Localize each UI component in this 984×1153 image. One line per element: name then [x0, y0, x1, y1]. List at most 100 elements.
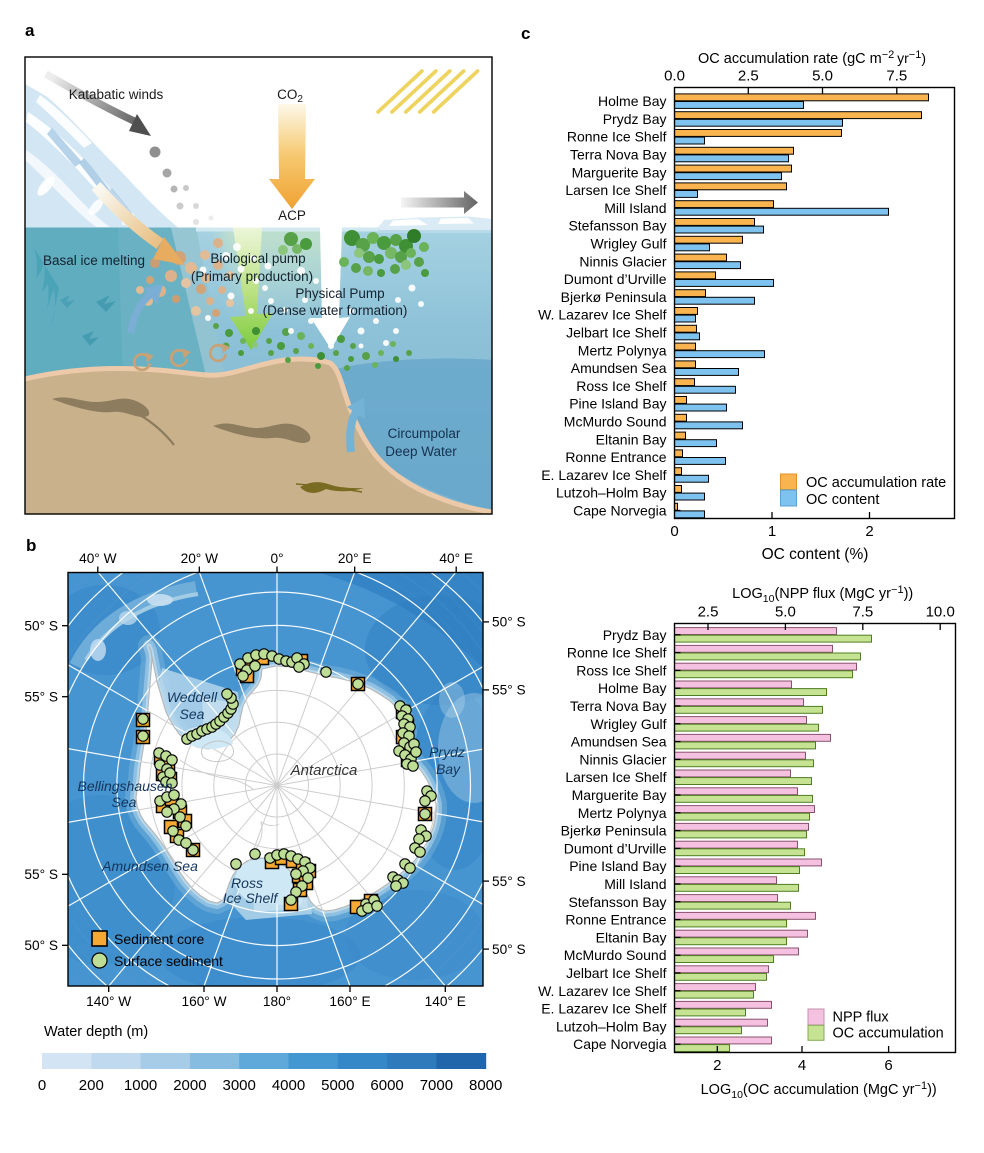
svg-text:8000: 8000	[469, 1077, 502, 1094]
svg-text:Larsen Ice Shelf: Larsen Ice Shelf	[565, 182, 666, 198]
svg-text:Amundsen Sea: Amundsen Sea	[571, 734, 667, 750]
svg-text:LOG10(NPP flux (MgC yr−1)): LOG10(NPP flux (MgC yr−1))	[732, 584, 913, 605]
svg-text:Ronne Ice Shelf: Ronne Ice Shelf	[567, 129, 667, 145]
svg-text:Cape Norvegia: Cape Norvegia	[573, 1036, 667, 1052]
svg-text:NPP flux: NPP flux	[833, 1010, 890, 1026]
svg-text:(Dense water formation): (Dense water formation)	[263, 303, 408, 318]
svg-text:b: b	[26, 536, 36, 555]
svg-text:6: 6	[884, 1057, 892, 1074]
svg-text:Surface sediment: Surface sediment	[114, 953, 223, 969]
svg-text:Mill Island: Mill Island	[604, 200, 666, 216]
svg-text:Bjerkø Peninsula: Bjerkø Peninsula	[561, 823, 667, 839]
svg-text:Ross: Ross	[231, 875, 263, 891]
svg-text:Bellingshausen: Bellingshausen	[78, 778, 173, 794]
svg-text:3000: 3000	[223, 1077, 256, 1094]
svg-text:Prydz Bay: Prydz Bay	[603, 111, 667, 127]
svg-text:Terra Nova Bay: Terra Nova Bay	[570, 698, 666, 714]
svg-text:55° S: 55° S	[492, 683, 526, 698]
svg-text:Wrigley Gulf: Wrigley Gulf	[591, 236, 667, 252]
svg-text:OC content: OC content	[806, 492, 879, 508]
svg-text:Ice Shelf: Ice Shelf	[223, 890, 280, 906]
svg-text:Weddell: Weddell	[167, 689, 218, 705]
svg-text:0: 0	[38, 1077, 46, 1094]
svg-text:Pine Island Bay: Pine Island Bay	[569, 858, 666, 874]
svg-text:180°: 180°	[263, 994, 291, 1009]
svg-text:Eltanin Bay: Eltanin Bay	[596, 431, 667, 447]
svg-text:OC accumulation rate: OC accumulation rate	[806, 475, 946, 491]
svg-text:Biological pump: Biological pump	[210, 251, 305, 266]
svg-text:McMurdo Sound: McMurdo Sound	[564, 947, 667, 963]
svg-text:Water depth (m): Water depth (m)	[44, 1024, 148, 1040]
svg-text:Mertz Polynya: Mertz Polynya	[578, 805, 667, 821]
svg-text:0: 0	[670, 523, 678, 540]
svg-text:CO2: CO2	[277, 87, 303, 105]
svg-text:160° E: 160° E	[329, 994, 370, 1009]
svg-text:2: 2	[865, 523, 873, 540]
svg-text:7000: 7000	[420, 1077, 453, 1094]
svg-text:Prydz: Prydz	[429, 744, 465, 760]
svg-text:Bay: Bay	[436, 761, 461, 777]
svg-text:55° S: 55° S	[24, 689, 58, 704]
svg-text:50° S: 50° S	[492, 942, 526, 957]
svg-text:40° W: 40° W	[79, 551, 117, 566]
svg-text:2.5: 2.5	[738, 68, 759, 85]
svg-text:Ronne Ice Shelf: Ronne Ice Shelf	[567, 645, 667, 661]
svg-text:Antarctica: Antarctica	[290, 762, 358, 779]
svg-text:Pine Island Bay: Pine Island Bay	[569, 396, 666, 412]
svg-text:a: a	[25, 21, 35, 40]
svg-text:Katabatic winds: Katabatic winds	[69, 87, 164, 102]
svg-text:55° S: 55° S	[24, 867, 58, 882]
svg-text:Sediment core: Sediment core	[114, 931, 204, 947]
svg-text:50° S: 50° S	[24, 938, 58, 953]
svg-text:1000: 1000	[124, 1077, 157, 1094]
svg-text:Basal ice melting: Basal ice melting	[43, 253, 145, 268]
svg-text:Ronne Entrance: Ronne Entrance	[565, 912, 666, 928]
svg-text:55° S: 55° S	[492, 874, 526, 889]
svg-text:Terra Nova Bay: Terra Nova Bay	[570, 147, 666, 163]
svg-text:7.5: 7.5	[886, 68, 907, 85]
svg-text:Holme Bay: Holme Bay	[598, 680, 666, 696]
svg-text:Amundsen Sea: Amundsen Sea	[571, 360, 667, 376]
svg-text:Deep Water: Deep Water	[385, 444, 457, 459]
svg-text:20° E: 20° E	[338, 551, 372, 566]
svg-text:40° E: 40° E	[439, 551, 473, 566]
svg-text:7.5: 7.5	[852, 604, 873, 621]
svg-text:Ninnis Glacier: Ninnis Glacier	[579, 253, 666, 269]
svg-text:Dumont d’Urville: Dumont d’Urville	[564, 271, 667, 287]
svg-text:Circumpolar: Circumpolar	[388, 426, 461, 441]
svg-text:Lutzoh–Holm Bay: Lutzoh–Holm Bay	[556, 485, 667, 501]
svg-text:Stefansson Bay: Stefansson Bay	[568, 894, 666, 910]
svg-text:(Primary production): (Primary production)	[191, 269, 313, 284]
svg-text:Marguerite Bay: Marguerite Bay	[572, 164, 667, 180]
svg-text:Ross Ice Shelf: Ross Ice Shelf	[576, 378, 666, 394]
svg-text:Sea: Sea	[112, 794, 137, 810]
svg-text:Mertz Polynya: Mertz Polynya	[578, 342, 667, 358]
svg-text:20° W: 20° W	[181, 551, 219, 566]
svg-text:140° W: 140° W	[86, 994, 131, 1009]
svg-text:Marguerite Bay: Marguerite Bay	[572, 787, 667, 803]
svg-text:4000: 4000	[272, 1077, 305, 1094]
svg-text:OC accumulation rate (gC m−2 y: OC accumulation rate (gC m−2 yr−1)	[698, 49, 926, 67]
svg-text:5000: 5000	[321, 1077, 354, 1094]
svg-text:2.5: 2.5	[698, 604, 719, 621]
svg-text:1: 1	[768, 523, 776, 540]
svg-text:Physical Pump: Physical Pump	[295, 286, 384, 301]
svg-text:6000: 6000	[370, 1077, 403, 1094]
svg-text:Mill Island: Mill Island	[604, 876, 666, 892]
svg-text:Prydz Bay: Prydz Bay	[603, 627, 667, 643]
svg-text:Jelbart Ice Shelf: Jelbart Ice Shelf	[566, 965, 666, 981]
svg-text:Sea: Sea	[180, 706, 205, 722]
svg-text:Wrigley Gulf: Wrigley Gulf	[591, 716, 667, 732]
svg-text:160° W: 160° W	[181, 994, 226, 1009]
svg-text:Jelbart Ice Shelf: Jelbart Ice Shelf	[566, 325, 666, 341]
svg-text:W. Lazarev Ice Shelf: W. Lazarev Ice Shelf	[538, 307, 667, 323]
svg-text:OC content (%): OC content (%)	[762, 546, 869, 563]
svg-text:50° S: 50° S	[492, 615, 526, 630]
svg-text:E. Lazarev Ice Shelf: E. Lazarev Ice Shelf	[541, 1001, 666, 1017]
svg-text:0°: 0°	[270, 551, 283, 566]
svg-text:Larsen Ice Shelf: Larsen Ice Shelf	[565, 769, 666, 785]
svg-text:200: 200	[79, 1077, 104, 1094]
svg-text:50° S: 50° S	[24, 618, 58, 633]
svg-text:ACP: ACP	[278, 208, 306, 223]
svg-text:5.0: 5.0	[812, 68, 833, 85]
